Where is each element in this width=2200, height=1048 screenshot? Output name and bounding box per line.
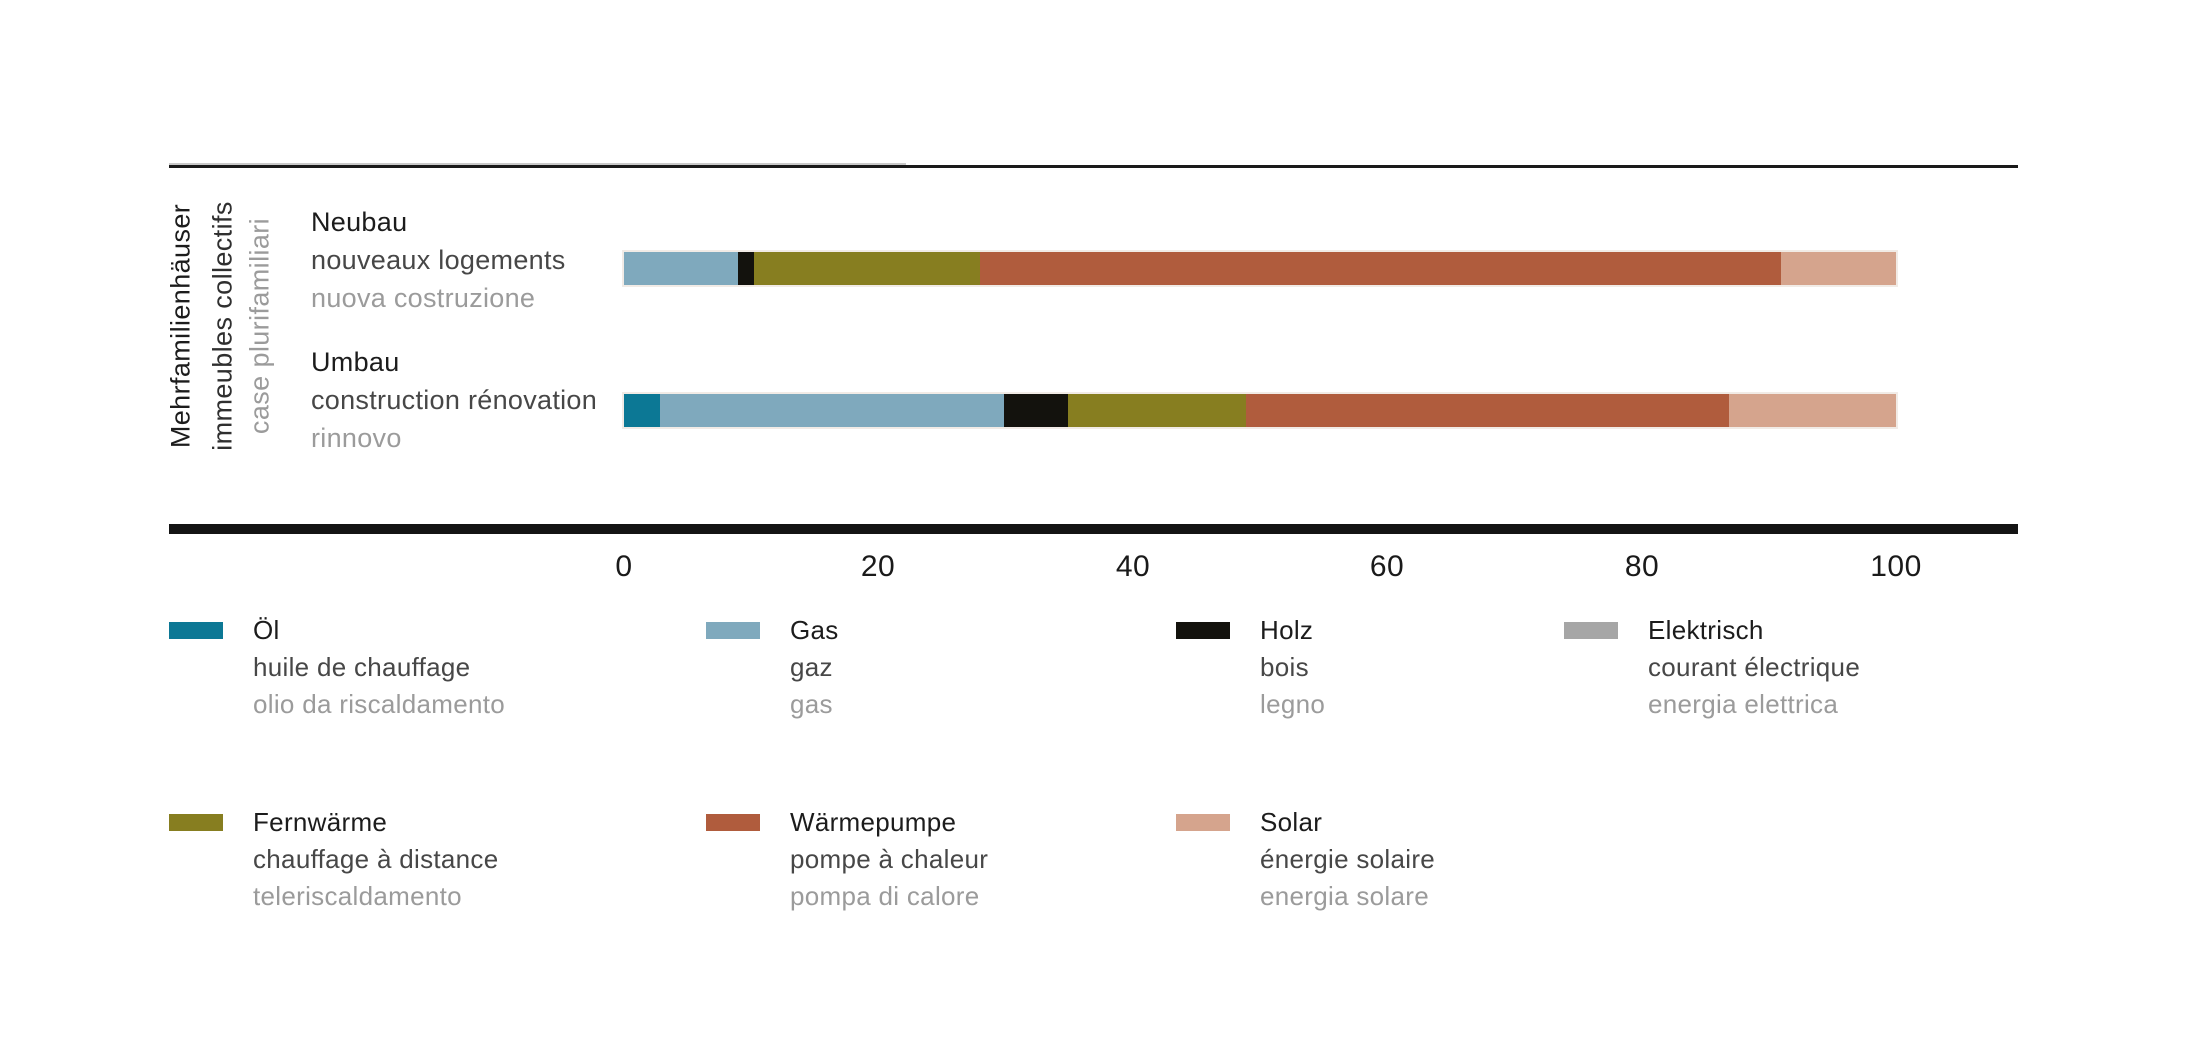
bar-segment-waermepumpe	[1245, 394, 1730, 427]
legend-item-gas: Gas gaz gas	[706, 612, 839, 723]
bar-label-umbau-it: rinnovo	[311, 423, 402, 453]
legend-swatch-oel	[169, 622, 223, 639]
bar-segment-waermepumpe	[980, 252, 1782, 285]
x-tick-100: 100	[1870, 550, 1922, 583]
legend-waermepumpe-de: Wärmepumpe	[790, 807, 957, 837]
legend-item-holz: Holz bois legno	[1176, 612, 1325, 723]
group-label-it: case plurifamiliari	[244, 217, 275, 435]
legend-elektrisch-de: Elektrisch	[1648, 615, 1764, 645]
x-tick-60: 60	[1369, 550, 1405, 583]
legend-fernwaerme-it: teleriscaldamento	[253, 881, 462, 911]
group-label-fr: immeubles collectifs	[207, 201, 238, 451]
legend-oel-fr: huile de chauffage	[253, 652, 471, 682]
bar-segment-holz	[738, 252, 754, 285]
group-label-de: Mehrfamilienhäuser	[165, 203, 196, 449]
legend-item-oel: Öl huile de chauffage olio da riscaldame…	[169, 612, 505, 723]
legend-item-elektrisch: Elektrisch courant électrique energia el…	[1564, 612, 1860, 723]
legend-swatch-waermepumpe	[706, 814, 760, 831]
bar-segment-gas	[624, 252, 739, 285]
legend-elektrisch-fr: courant électrique	[1648, 652, 1861, 682]
legend-item-fernwaerme: Fernwärme chauffage à distance telerisca…	[169, 804, 498, 915]
stacked-bar-umbau	[624, 394, 1896, 427]
legend-item-waermepumpe: Wärmepumpe pompe à chaleur pompa di calo…	[706, 804, 988, 915]
bar-segment-gas	[659, 394, 1005, 427]
x-tick-0: 0	[615, 550, 633, 583]
legend-waermepumpe-it: pompa di calore	[790, 881, 980, 911]
bar-label-neubau-de: Neubau	[311, 207, 408, 237]
legend-gas-fr: gaz	[790, 652, 833, 682]
bar-label-neubau-it: nuova costruzione	[311, 283, 536, 313]
legend-solar-it: energia solare	[1260, 881, 1429, 911]
legend-solar-de: Solar	[1260, 807, 1323, 837]
x-tick-40: 40	[1115, 550, 1151, 583]
top-rule	[169, 165, 2018, 168]
bar-label-neubau-fr: nouveaux logements	[311, 245, 566, 275]
bar-label-umbau-fr: construction rénovation	[311, 385, 598, 415]
legend-fernwaerme-de: Fernwärme	[253, 807, 388, 837]
bar-label-neubau: Neubau nouveaux logements nuova costruzi…	[311, 203, 566, 317]
stacked-bar-neubau	[624, 252, 1896, 285]
bar-segment-oel	[624, 394, 660, 427]
legend-waermepumpe-fr: pompe à chaleur	[790, 844, 989, 874]
legend-item-solar: Solar énergie solaire energia solare	[1176, 804, 1435, 915]
legend-holz-it: legno	[1260, 689, 1326, 719]
legend-holz-de: Holz	[1260, 615, 1314, 645]
x-axis-line	[169, 524, 2018, 534]
bar-segment-solar	[1781, 252, 1896, 285]
bar-segment-fernwaerme	[1067, 394, 1246, 427]
legend-solar-fr: énergie solaire	[1260, 844, 1436, 874]
legend-swatch-fernwaerme	[169, 814, 223, 831]
legend-oel-de: Öl	[253, 615, 280, 645]
bar-label-umbau-de: Umbau	[311, 347, 400, 377]
x-tick-20: 20	[860, 550, 896, 583]
legend-oel-it: olio da riscaldamento	[253, 689, 505, 719]
bar-segment-solar	[1729, 394, 1896, 427]
legend-swatch-solar	[1176, 814, 1230, 831]
x-tick-80: 80	[1624, 550, 1660, 583]
legend-fernwaerme-fr: chauffage à distance	[253, 844, 499, 874]
legend-swatch-elektrisch	[1564, 622, 1618, 639]
legend-gas-de: Gas	[790, 615, 839, 645]
legend-elektrisch-it: energia elettrica	[1648, 689, 1839, 719]
top-rule-shadow	[169, 163, 906, 165]
bar-segment-fernwaerme	[753, 252, 981, 285]
legend-swatch-gas	[706, 622, 760, 639]
bar-segment-holz	[1004, 394, 1068, 427]
bar-label-umbau: Umbau construction rénovation rinnovo	[311, 343, 597, 457]
legend-swatch-holz	[1176, 622, 1230, 639]
legend-holz-fr: bois	[1260, 652, 1309, 682]
legend-gas-it: gas	[790, 689, 833, 719]
